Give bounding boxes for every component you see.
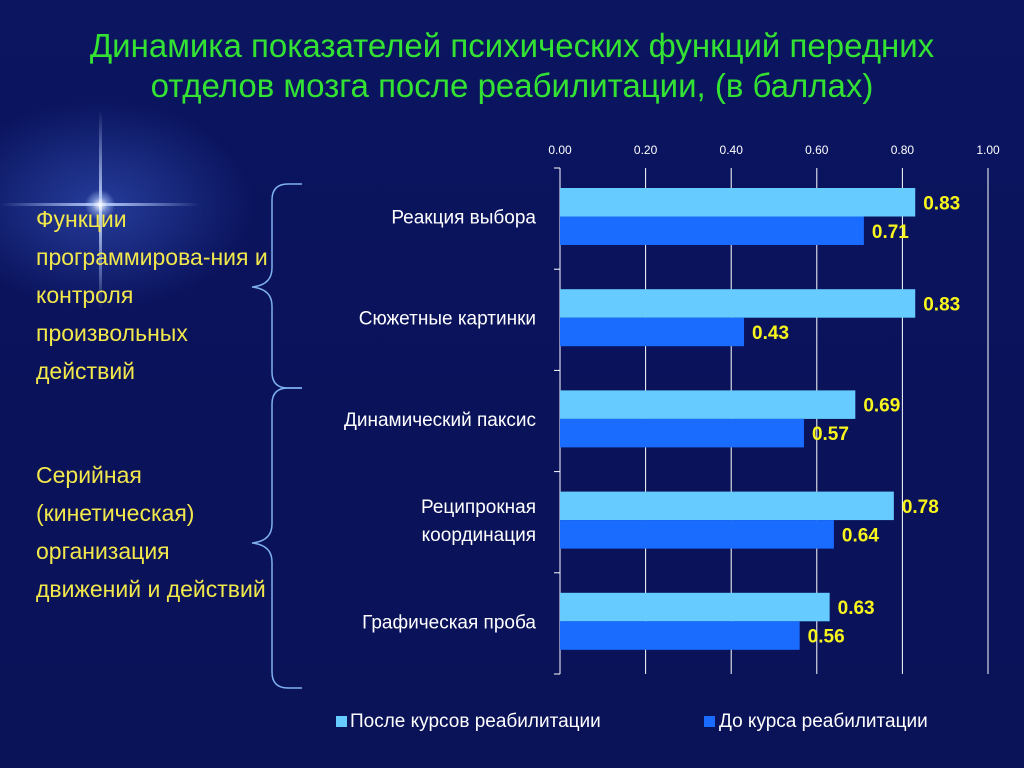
- bar: [560, 188, 916, 217]
- group-braces: [251, 183, 302, 689]
- x-tick-label: 0.40: [720, 143, 744, 157]
- legend-label-before: До курса реабилитации: [719, 711, 928, 732]
- data-label: 0.78: [902, 497, 939, 518]
- category-labels: Реакция выбора Сюжетные картинки Динамичес…: [344, 208, 536, 634]
- legend-swatch-after: [336, 716, 347, 727]
- category-label: Сюжетные картинки: [359, 309, 536, 330]
- x-tick-label: 0.60: [805, 143, 829, 157]
- data-label: 0.56: [808, 627, 845, 648]
- data-label: 0.57: [812, 424, 849, 445]
- data-label: 0.69: [863, 396, 900, 417]
- bar: [560, 216, 864, 245]
- x-tick-label: 0.00: [548, 143, 572, 157]
- bar: [560, 390, 856, 419]
- x-tick-labels: 0.00 0.20 0.40 0.60 0.80 1.00: [548, 143, 1000, 157]
- legend-swatch-before: [704, 716, 715, 727]
- category-label: Графическая проба: [362, 612, 536, 633]
- brace-group-1: [251, 183, 302, 389]
- data-label: 0.63: [838, 598, 875, 619]
- data-label: 0.83: [923, 193, 960, 214]
- x-tick-label: 1.00: [976, 143, 1000, 157]
- x-tick-label: 0.20: [634, 143, 658, 157]
- data-label: 0.71: [872, 222, 909, 243]
- brace-group-2: [251, 387, 302, 689]
- category-label: Реакция выбора: [391, 208, 536, 229]
- group-label-programming-control: Функции программирова-ния и контроля про…: [36, 206, 268, 384]
- slide-title: Динамика показателей психических функций…: [89, 27, 935, 104]
- bar: [560, 418, 804, 448]
- legend-label-after: После курсов реабилитации: [350, 711, 601, 732]
- group-label-serial-organization: Серийная (кинетическая) организация движ…: [36, 462, 266, 602]
- category-label: Реципрокная координация: [421, 497, 536, 546]
- bar: [560, 592, 830, 622]
- lens-flare-center: [84, 190, 116, 220]
- bar: [560, 621, 800, 650]
- data-label: 0.43: [752, 323, 789, 344]
- bars: [560, 188, 916, 650]
- data-labels: 0.83 0.71 0.83 0.43 0.69 0.57 0.78 0.64 0.63 0.56: [752, 193, 960, 647]
- category-label: Динамический паксис: [344, 410, 536, 431]
- x-tick-label: 0.80: [891, 143, 915, 157]
- bar: [560, 289, 916, 318]
- bar: [560, 317, 745, 347]
- bar: [560, 520, 834, 549]
- data-label: 0.64: [842, 525, 879, 546]
- bar: [560, 491, 894, 521]
- data-label: 0.83: [923, 294, 960, 315]
